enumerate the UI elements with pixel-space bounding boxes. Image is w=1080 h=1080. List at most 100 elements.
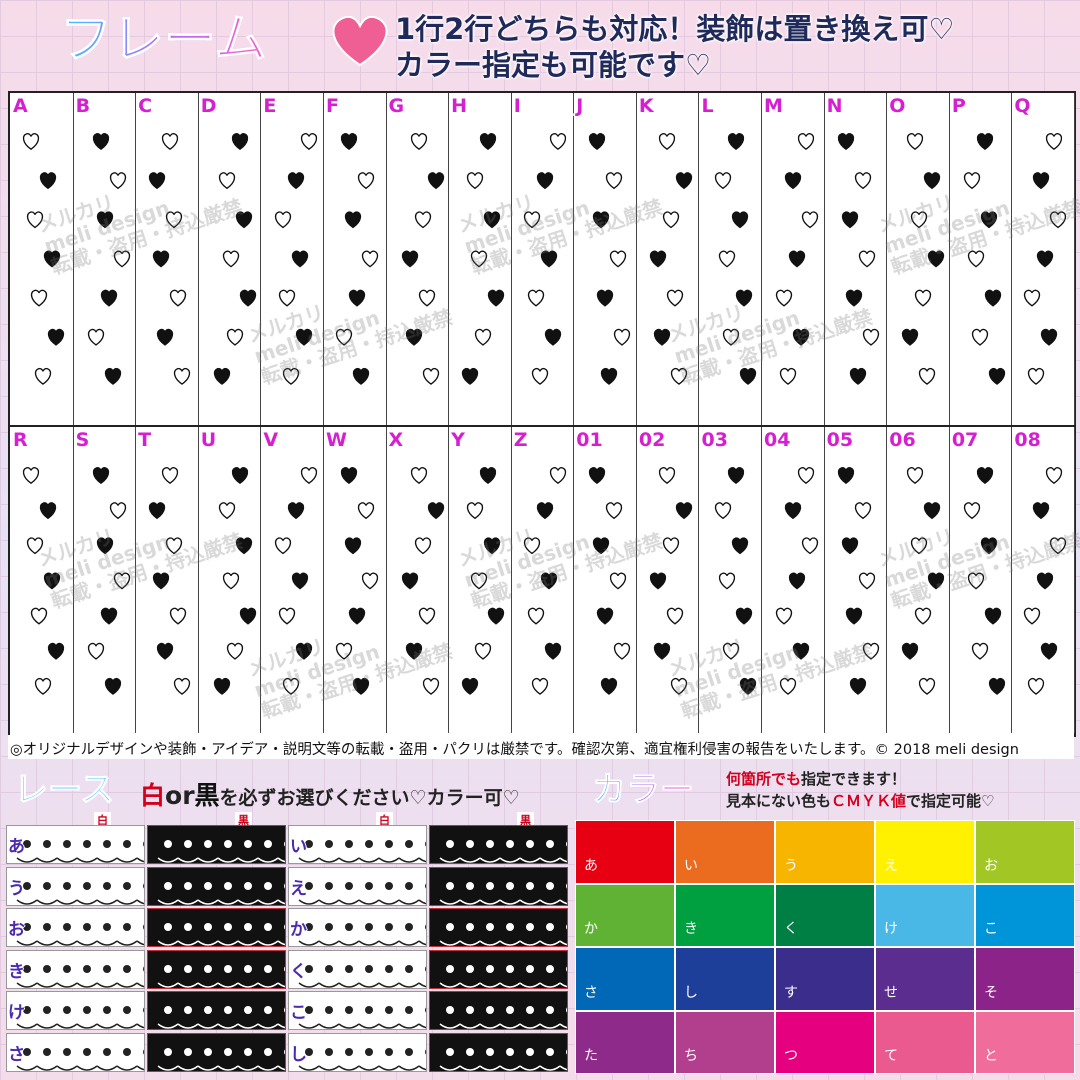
decoration (649, 467, 692, 695)
frame-column: S (73, 427, 137, 733)
copyright: ◎オリジナルデザインや装飾・アイデア・説明文等の転載・盗用・パクリは厳禁です。確… (10, 742, 1019, 758)
frame-label: Z (513, 429, 528, 451)
decoration (275, 133, 318, 385)
lace-sample-white (288, 949, 440, 989)
frame-panel: A B C D E F G H I J K L M N O P Q メルカリ meli design 転載・盗用・持込… (8, 91, 1080, 737)
frame-label: 03 (701, 429, 728, 451)
frame-column: 07 (949, 427, 1013, 733)
lace-label: け (8, 1003, 25, 1023)
color-swatch: く (775, 883, 875, 947)
decoration (401, 467, 444, 695)
lace-pattern (439, 964, 581, 988)
frame-column: 06 (886, 427, 950, 733)
frame-label: R (13, 429, 28, 451)
decoration (649, 133, 692, 385)
frame-column: G (386, 93, 450, 425)
lace-column-label: 黒 (517, 812, 534, 828)
frame-column: N (824, 93, 888, 425)
frame-column: T (135, 427, 199, 733)
lace-pattern (157, 881, 299, 905)
frame-row: A B C D E F G H I J K L M N O P Q メルカリ meli design 転載・盗用・持込… (10, 93, 1080, 427)
color-label: あ (584, 857, 598, 874)
lace-label: お (8, 920, 25, 940)
lace-label: さ (8, 1044, 25, 1065)
lace-pattern (16, 840, 158, 863)
color-note-part: で指定可能♡ (906, 792, 995, 810)
color-label: い (684, 857, 698, 874)
frame-title: フレーム (59, 0, 266, 80)
lace-sample-black (429, 949, 581, 989)
color-swatch: い (675, 820, 775, 884)
lace-pattern (16, 1006, 158, 1029)
frame-column: Z (511, 427, 575, 733)
lace-label: く (290, 961, 307, 982)
frame-column: X (386, 427, 450, 733)
color-swatch: つ (775, 1010, 875, 1074)
frame-column: I (511, 93, 575, 425)
frame-label: 01 (576, 429, 603, 451)
color-label: ち (684, 1048, 698, 1064)
lace-column-label: 黒 (235, 812, 252, 828)
lace-label: か (290, 920, 307, 940)
lace-note-part: を必ずお選びください♡カラー可♡ (219, 787, 520, 809)
frame-label: O (889, 95, 906, 117)
frame-label: D (200, 95, 217, 117)
lace-sample-white (288, 866, 440, 906)
frame-label: L (701, 95, 714, 117)
lace-sample-black (147, 991, 299, 1030)
lace-sample-black (429, 866, 581, 906)
frame-column: L (698, 93, 763, 425)
frame-column: B (73, 93, 137, 425)
lace-label: こ (290, 1003, 307, 1023)
color-label: そ (984, 984, 998, 1001)
decoration (149, 133, 191, 385)
frame-label: T (138, 429, 152, 451)
decoration (87, 467, 130, 695)
frame-column: P (949, 93, 1013, 425)
frame-label: X (388, 429, 404, 451)
color-note-part: 見本にない色も (726, 792, 832, 810)
lace-note-part: or (165, 781, 195, 810)
frame-label: N (826, 95, 843, 117)
color-swatch: あ (575, 820, 675, 884)
lace-pattern (439, 840, 581, 863)
decoration (775, 133, 819, 385)
lace-pattern (157, 923, 299, 946)
frame-label: 05 (826, 429, 854, 451)
color-swatch: し (675, 947, 775, 1011)
lace-sample-black (429, 1032, 581, 1072)
lace-sample-white (288, 991, 440, 1030)
color-label: き (684, 921, 698, 937)
frame-column: Q (1011, 93, 1075, 425)
lace-sample-black (429, 991, 581, 1030)
frame-column: F (323, 93, 387, 425)
frame-column: M (761, 93, 825, 425)
decoration (87, 133, 130, 385)
lace-pattern (16, 881, 158, 905)
frame-column: W (323, 427, 387, 733)
lace-pattern (298, 881, 440, 905)
frame-row: R S T U V W X Y Z 01 02 03 04 05 06 07 08 メルカリ meli design… (10, 427, 1080, 733)
frame-column: Y (448, 427, 512, 733)
frame-label: F (325, 95, 339, 117)
lace-pattern (16, 964, 158, 988)
lace-pattern (439, 1047, 581, 1071)
lace-pattern (16, 923, 158, 946)
lace-sample-white (288, 908, 440, 947)
decoration (335, 133, 379, 385)
color-label: つ (784, 1048, 798, 1064)
frame-column: 05 (824, 427, 888, 733)
frame-column: 03 (698, 427, 763, 733)
frame-label: Y (451, 429, 465, 451)
decoration (902, 133, 945, 385)
lace-title: レース (13, 770, 115, 811)
frame-label: 08 (1014, 429, 1041, 451)
color-label: こ (984, 921, 998, 937)
lace-sample-white (6, 1032, 158, 1072)
decoration (401, 133, 444, 385)
color-swatch: う (775, 820, 875, 884)
color-note: 何箇所でも指定できます！ 見本にない色もＣＭＹＫ値で指定可能♡ (726, 768, 994, 812)
frame-column: 01 (573, 427, 637, 733)
color-grid: あ い う え おか き く け こさ し す せ そた ち つ て と (575, 820, 1075, 1074)
